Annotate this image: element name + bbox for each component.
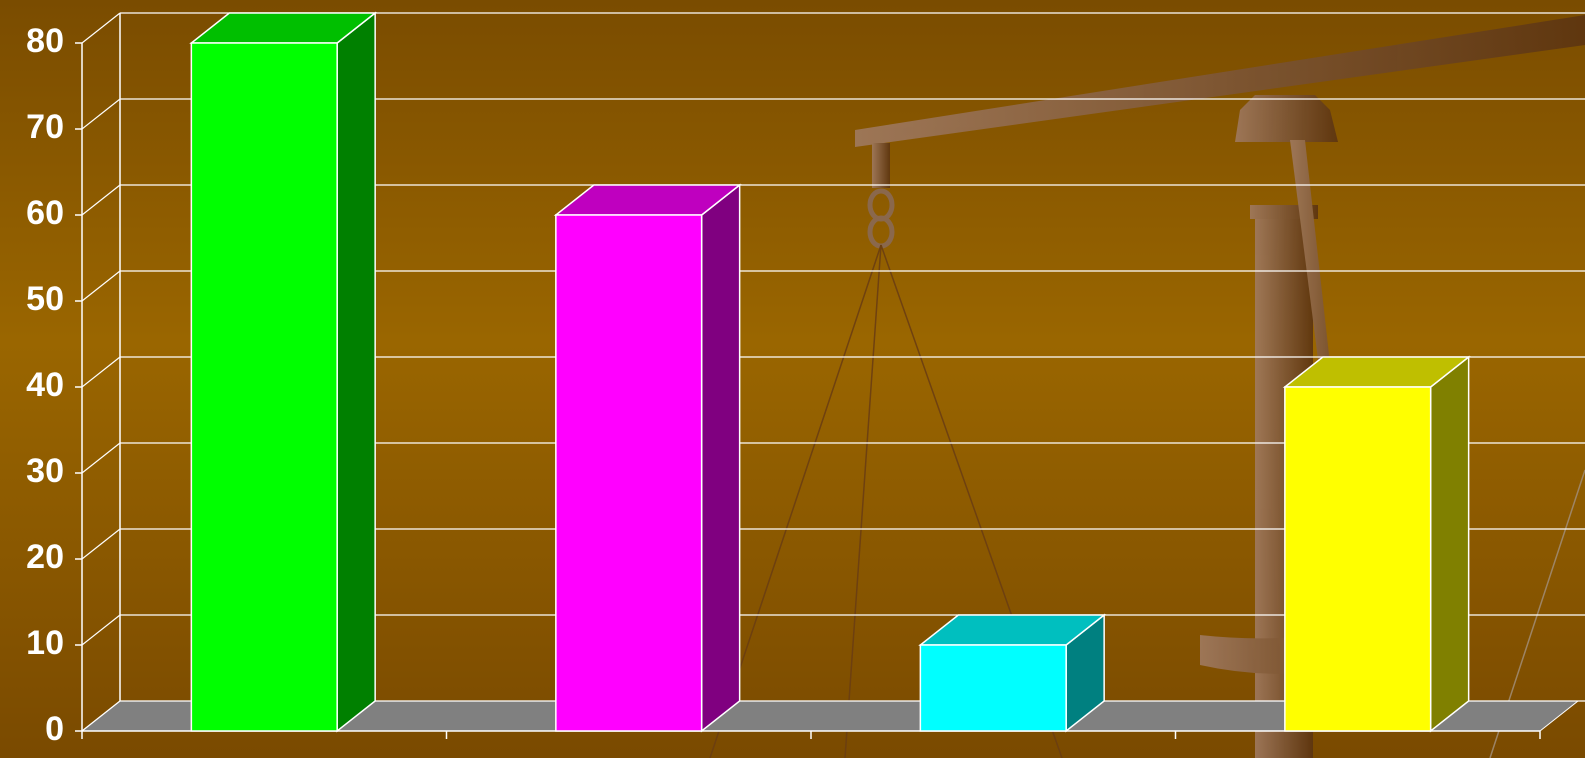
y-tick-label: 10 xyxy=(26,624,64,662)
grid-diagonal xyxy=(81,270,121,302)
y-tick-label: 70 xyxy=(26,108,64,146)
bar-side xyxy=(1429,355,1470,733)
bar xyxy=(555,214,703,732)
bar-side xyxy=(336,11,376,733)
grid-diagonal xyxy=(81,98,121,130)
y-tick-label: 60 xyxy=(26,194,64,232)
grid-diagonal xyxy=(81,356,121,388)
y-tick-label: 80 xyxy=(26,22,64,60)
y-tick-label: 20 xyxy=(26,538,64,576)
grid-diagonal xyxy=(81,442,121,474)
bar xyxy=(190,42,338,732)
bar xyxy=(1284,386,1432,732)
grid-diagonal xyxy=(81,12,121,44)
grid-diagonal xyxy=(81,184,121,216)
y-tick-label: 40 xyxy=(26,366,64,404)
bar-side xyxy=(700,183,741,733)
bar xyxy=(919,644,1067,732)
y-tick-label: 0 xyxy=(45,710,64,748)
grid-diagonal xyxy=(81,614,121,646)
y-tick-label: 30 xyxy=(26,452,64,490)
grid-diagonal xyxy=(81,700,121,732)
grid-diagonal xyxy=(81,528,121,560)
y-tick-label: 50 xyxy=(26,280,64,318)
